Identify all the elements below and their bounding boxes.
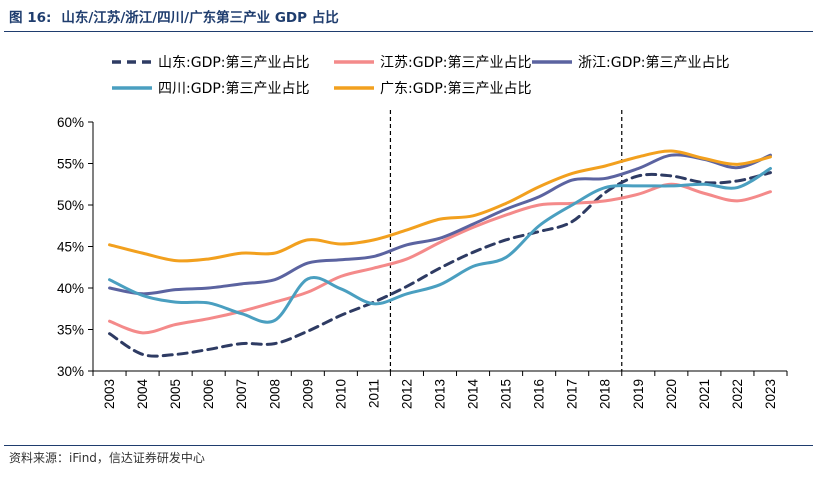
x-tick-label: 2015 [499, 379, 514, 409]
figure-title-row: 图 16: 山东/江苏/浙江/四川/广东第三产业 GDP 占比 [9, 5, 339, 27]
y-tick-label: 35% [57, 323, 84, 338]
series-line-4 [108, 166, 772, 324]
y-tick-label: 50% [57, 198, 84, 213]
bottom-divider [4, 445, 813, 446]
x-tick-label: 2022 [730, 379, 745, 409]
x-tick-label: 2020 [664, 379, 679, 409]
top-divider [4, 31, 813, 32]
x-tick-label: 2018 [598, 379, 613, 409]
y-tick-label: 30% [57, 364, 84, 379]
x-tick-label: 2008 [267, 379, 282, 409]
x-tick-label: 2021 [697, 379, 712, 409]
x-tick-label: 2004 [135, 379, 150, 410]
legend-label-1: 山东:GDP:第三产业占比 [158, 54, 310, 71]
chart-series [108, 149, 772, 358]
series-line-3 [108, 153, 772, 296]
figure-title: 山东/江苏/浙江/四川/广东第三产业 GDP 占比 [61, 10, 339, 26]
y-tick-label: 45% [57, 240, 84, 255]
x-tick-label: 2011 [366, 379, 381, 408]
x-tick-label: 2019 [631, 379, 646, 409]
x-tick-label: 2005 [168, 379, 183, 409]
legend-label-2: 江苏:GDP:第三产业占比 [380, 54, 532, 71]
series-line-5 [108, 149, 772, 263]
chart-legend: 山东:GDP:第三产业占比 江苏:GDP:第三产业占比 浙江:GDP:第三产业占比四… [112, 54, 730, 97]
x-tick-label: 2023 [763, 379, 778, 409]
source-note: 资料来源：iFind，信达证券研发中心 [9, 451, 205, 465]
chart-axes: 30% 35% 40% 45% 50% 55% 60% 2003 2004 2005 2006 200… [57, 115, 788, 410]
x-tick-label: 2013 [433, 379, 448, 409]
x-tick-label: 2006 [201, 379, 216, 409]
x-tick-label: 2016 [532, 379, 547, 409]
line-chart: 山东:GDP:第三产业占比 江苏:GDP:第三产业占比 浙江:GDP:第三产业占比四… [57, 54, 788, 410]
y-tick-label: 40% [57, 281, 84, 296]
x-tick-label: 2003 [102, 379, 117, 409]
legend-label-3: 浙江:GDP:第三产业占比 [578, 54, 730, 71]
x-tick-label: 2007 [234, 379, 249, 409]
x-tick-label: 2014 [466, 379, 481, 410]
chart-reference-lines [389, 110, 623, 371]
x-tick-label: 2017 [565, 379, 580, 409]
x-tick-label: 2009 [300, 379, 315, 409]
y-tick-label: 60% [57, 115, 84, 130]
x-tick-label: 2010 [333, 379, 348, 409]
legend-label-4: 四川:GDP:第三产业占比 [158, 80, 310, 97]
series-line-1 [108, 171, 772, 358]
x-tick-label: 2012 [399, 379, 414, 409]
figure-number: 图 16: [9, 10, 52, 26]
legend-label-5: 广东:GDP:第三产业占比 [380, 80, 532, 97]
y-tick-label: 55% [57, 157, 84, 172]
